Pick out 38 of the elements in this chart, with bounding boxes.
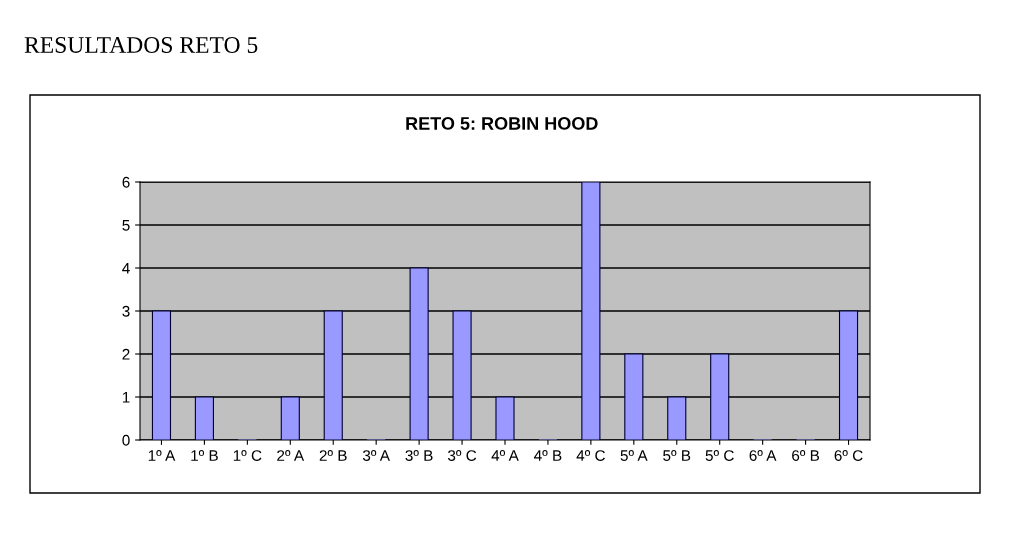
x-tick-label: 1º C bbox=[233, 450, 262, 461]
bar bbox=[624, 353, 644, 440]
bar bbox=[409, 267, 429, 440]
x-tick-label: 5º C bbox=[705, 450, 734, 461]
y-tick-label: 5 bbox=[122, 220, 130, 231]
x-tick-label: 1º B bbox=[191, 450, 218, 461]
x-tick-label: 4º C bbox=[576, 450, 605, 461]
x-tick-label: 6º B bbox=[792, 450, 820, 461]
bar bbox=[710, 353, 730, 440]
bar bbox=[151, 310, 172, 440]
x-tick-label: 6º A bbox=[749, 450, 777, 461]
y-tick-label: 2 bbox=[122, 348, 130, 360]
y-tick-label: 6 bbox=[122, 176, 130, 188]
x-tick-label: 6º C bbox=[834, 450, 863, 461]
bar bbox=[581, 182, 601, 440]
bar bbox=[495, 396, 515, 440]
y-tick-label: 4 bbox=[122, 263, 130, 274]
bar bbox=[323, 310, 343, 440]
x-tick-label: 5º B bbox=[663, 450, 691, 461]
y-tick-label: 0 bbox=[122, 434, 130, 446]
y-tick-label: 3 bbox=[122, 305, 130, 317]
chart-subtitle: RETO 5: ROBIN HOOD bbox=[406, 117, 598, 130]
bar bbox=[280, 396, 300, 440]
x-tick-label: 5º A bbox=[620, 450, 648, 461]
y-tick-label: 1 bbox=[122, 392, 130, 403]
chart-title: RESULTADOS RETO 5 bbox=[24, 37, 258, 53]
x-tick-label: 3º C bbox=[447, 450, 477, 461]
x-tick-label: 4º B bbox=[534, 450, 562, 461]
bar bbox=[452, 310, 472, 440]
x-tick-label: 3º A bbox=[362, 450, 390, 461]
bar bbox=[838, 310, 859, 440]
bar bbox=[194, 396, 214, 440]
x-tick-label: 1º A bbox=[148, 450, 176, 461]
x-tick-label: 4º A bbox=[491, 450, 519, 461]
x-tick-label: 2º A bbox=[277, 450, 305, 461]
x-tick-label: 3º B bbox=[405, 450, 433, 461]
bar bbox=[667, 396, 687, 440]
x-tick-label: 2º B bbox=[319, 450, 347, 461]
